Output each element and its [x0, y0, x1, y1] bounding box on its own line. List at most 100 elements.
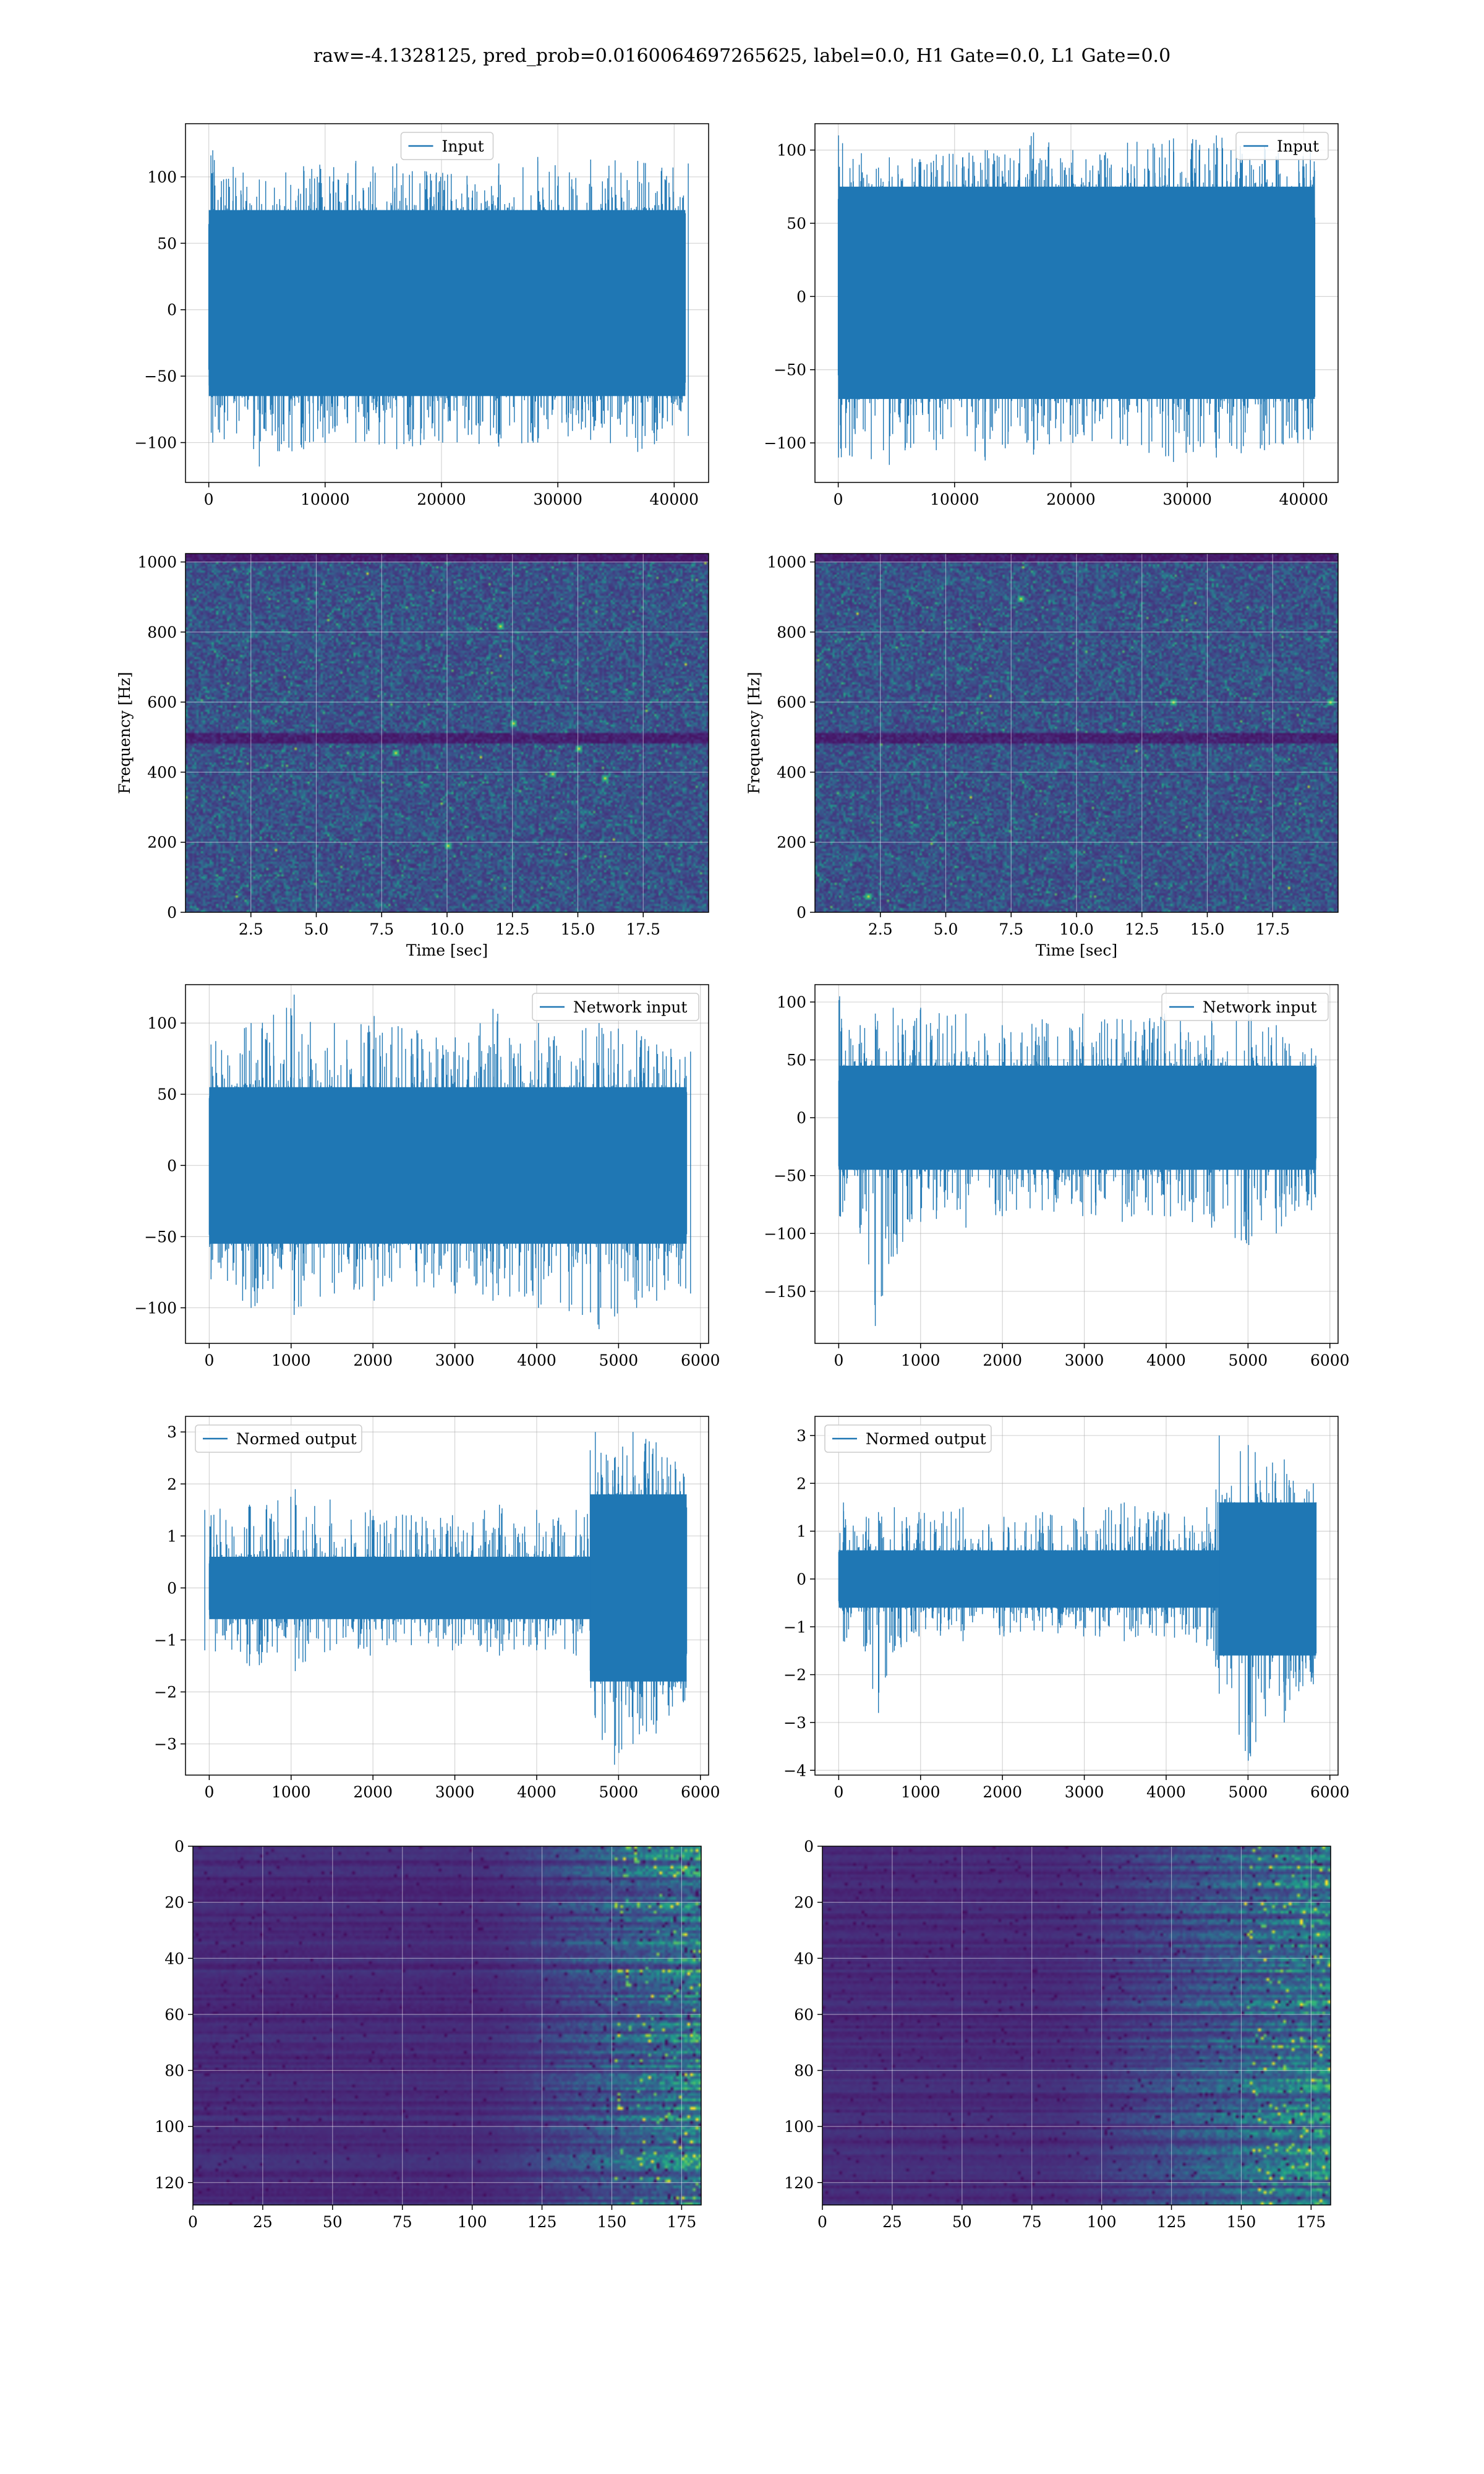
feature-map-h1-ytick-label-0: 0 [174, 1838, 184, 1856]
spectrogram-h1-heatmap-image [186, 554, 709, 912]
input-l1-xtick-label-3: 30000 [1162, 490, 1212, 508]
input-l1-legend-label: Input [1277, 137, 1319, 155]
feature-map-h1-heatmap-image [193, 1846, 701, 2205]
normed-output-l1-ytick-label-1: −3 [783, 1714, 806, 1732]
spectrogram-h1-ytick-label-2: 400 [147, 763, 177, 781]
normed-output-l1-xtick-label-5: 5000 [1229, 1783, 1268, 1801]
spectrogram-l1-xtick-label-4: 12.5 [1125, 920, 1159, 938]
network-input-h1-xtick-label-6: 6000 [681, 1351, 720, 1369]
input-l1-xtick-label-2: 20000 [1046, 490, 1096, 508]
normed-output-l1-frame [814, 1416, 1339, 1776]
subplot-grid: 0 10000 20000 30000 40000−100−50050100Input0… [116, 123, 1350, 2231]
panel-network-input-l1: 0 1000 2000 3000 4000 5000 6000 −150 −100 −50 0 50 1… [764, 984, 1350, 1369]
spectrogram-l1-xtick-label-5: 15.0 [1190, 920, 1225, 938]
panel-network-input-h1: 0 1000 2000 3000 4000 5000 6000 −100 −50 0 50 100 Ne… [134, 984, 720, 1369]
normed-output-h1-ytick-label-1: −2 [154, 1684, 177, 1701]
network-input-h1-xtick-label-0: 0 [204, 1351, 214, 1369]
network-input-h1-ytick-label-0: −100 [134, 1299, 177, 1317]
network-input-h1-legend-box [532, 993, 699, 1021]
spectrogram-h1-xtick-label-1: 5.0 [304, 920, 329, 938]
normed-output-h1-xtick-label-6: 6000 [681, 1783, 720, 1801]
spectrogram-l1-ylabel: Frequency [Hz] [745, 672, 763, 794]
input-l1-xtick-label-1: 10000 [930, 490, 979, 508]
network-input-l1-series-body [838, 1065, 1316, 1170]
spectrogram-h1-xtick-label-5: 15.0 [561, 920, 595, 938]
normed-output-l1-ytick-label-5: 1 [796, 1523, 806, 1541]
input-h1-xtick-label-3: 30000 [533, 490, 582, 508]
feature-map-h1-ytick-label-6: 120 [155, 2174, 184, 2192]
spectrogram-l1-ytick-label-3: 600 [777, 693, 806, 711]
input-l1-xtick-label-0: 0 [834, 490, 843, 508]
network-input-l1-xtick-label-4: 4000 [1146, 1351, 1186, 1369]
spectrogram-h1-xtick-label-2: 7.5 [369, 920, 394, 938]
input-l1-ytick-label-4: 100 [777, 142, 806, 160]
input-l1-legend-box [1235, 132, 1329, 160]
network-input-l1-xtick-label-1: 1000 [901, 1351, 940, 1369]
network-input-h1-xtick-label-1: 1000 [271, 1351, 311, 1369]
network-input-h1-ytick-label-1: −50 [144, 1228, 177, 1246]
input-h1-ytick-label-0: −100 [134, 434, 177, 452]
normed-output-h1-xtick-label-2: 2000 [353, 1783, 393, 1801]
network-input-h1-xtick-label-3: 3000 [435, 1351, 475, 1369]
feature-map-l1-ytick-label-3: 60 [794, 2006, 814, 2024]
network-input-l1-xtick-label-5: 5000 [1229, 1351, 1268, 1369]
spectrogram-l1-xtick-label-0: 2.5 [868, 920, 893, 938]
feature-map-h1-ytick-label-3: 60 [164, 2006, 184, 2024]
spectrogram-h1-ytick-label-4: 800 [147, 623, 177, 641]
normed-output-l1-ytick-label-3: −1 [783, 1618, 806, 1636]
feature-map-h1-frame [192, 1846, 702, 2206]
network-input-h1-ytick-label-2: 0 [167, 1157, 177, 1175]
feature-map-h1-ytick-label-4: 80 [164, 2062, 184, 2080]
feature-map-l1-xtick-label-3: 75 [1022, 2213, 1042, 2231]
network-input-l1-frame [814, 984, 1339, 1344]
network-input-l1-legend-label: Network input [1203, 998, 1316, 1016]
spectrogram-h1-frame [185, 553, 709, 913]
normed-output-h1-xtick-label-5: 5000 [599, 1783, 639, 1801]
network-input-l1-ytick-label-1: −100 [764, 1225, 806, 1243]
spectrogram-h1-xtick-label-0: 2.5 [239, 920, 263, 938]
input-l1-ytick-label-1: −50 [774, 361, 806, 379]
panel-input-h1: 0 10000 20000 30000 40000 −100 −50 0 50 100 Input [134, 123, 709, 508]
input-h1-frame [185, 123, 709, 483]
feature-map-l1-xtick-label-6: 150 [1227, 2213, 1256, 2231]
input-h1-xtick-label-1: 10000 [301, 490, 350, 508]
input-h1-xtick-label-0: 0 [204, 490, 214, 508]
network-input-l1-xtick-label-2: 2000 [983, 1351, 1022, 1369]
feature-map-l1-xtick-label-2: 50 [952, 2213, 972, 2231]
network-input-l1-xtick-label-6: 6000 [1310, 1351, 1350, 1369]
spectrogram-l1-xtick-label-6: 17.5 [1255, 920, 1290, 938]
feature-map-l1-xtick-label-7: 175 [1297, 2213, 1326, 2231]
normed-output-l1-xtick-label-3: 3000 [1065, 1783, 1104, 1801]
normed-output-h1-xtick-label-4: 4000 [517, 1783, 556, 1801]
spectrogram-h1-xtick-label-3: 10.0 [430, 920, 464, 938]
feature-map-h1-xtick-label-7: 175 [667, 2213, 697, 2231]
feature-map-l1-ytick-label-6: 120 [784, 2174, 814, 2192]
normed-output-l1-legend-label: Normed output [866, 1430, 986, 1448]
spectrogram-l1-ytick-label-1: 200 [777, 834, 806, 852]
feature-map-h1-xtick-label-4: 100 [458, 2213, 487, 2231]
network-input-l1-ytick-label-4: 50 [787, 1051, 806, 1069]
input-l1-ytick-label-0: −100 [764, 434, 806, 452]
input-l1-frame [814, 123, 1339, 483]
feature-map-l1-ytick-label-5: 100 [784, 2118, 814, 2136]
spectrogram-l1-ytick-label-0: 0 [796, 904, 806, 922]
panel-feature-map-h1: 0 25 50 75 100 125 150 175 0 20 40 60 80 100 120 [155, 1838, 702, 2231]
input-h1-xtick-label-2: 20000 [417, 490, 466, 508]
network-input-l1-ytick-label-2: −50 [774, 1167, 806, 1185]
input-l1-series-body [838, 186, 1315, 400]
feature-map-h1-ytick-label-2: 40 [164, 1950, 184, 1967]
network-input-l1-legend-box [1161, 993, 1329, 1021]
input-h1-ytick-label-1: −50 [144, 367, 177, 385]
spectrogram-h1-ytick-label-1: 200 [147, 834, 177, 852]
spectrogram-h1-ytick-label-0: 0 [167, 904, 177, 922]
network-input-l1-xtick-label-0: 0 [834, 1351, 843, 1369]
feature-map-l1-xtick-label-4: 100 [1087, 2213, 1117, 2231]
input-h1-legend-label: Input [442, 137, 484, 155]
panel-normed-output-h1: 0 1000 2000 3000 4000 5000 6000 −3 −2 −1 0 1 2 3 Norme… [154, 1416, 720, 1801]
normed-output-l1-xtick-label-1: 1000 [901, 1783, 940, 1801]
normed-output-l1-ytick-label-0: −4 [783, 1761, 806, 1779]
normed-output-h1-ytick-label-4: 1 [167, 1527, 177, 1545]
spectrogram-h1-ylabel: Frequency [Hz] [116, 672, 134, 794]
spectrogram-l1-ytick-label-4: 800 [777, 623, 806, 641]
